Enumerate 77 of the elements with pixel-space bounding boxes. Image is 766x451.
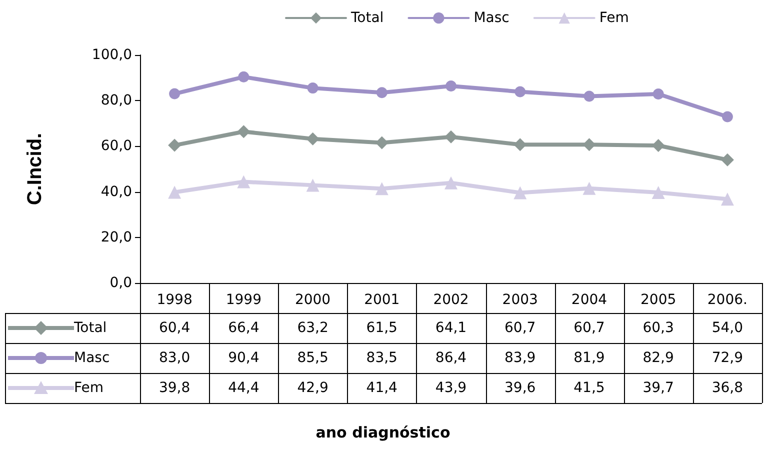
point — [168, 138, 182, 152]
y-tick-label: 40,0 — [100, 184, 132, 200]
data-label: 85,5 — [296, 349, 330, 368]
point — [169, 88, 180, 100]
data-label: 54,0 — [710, 319, 744, 338]
point — [582, 138, 596, 152]
data-label: 39,7 — [642, 379, 675, 398]
y-tick-label: 100,0 — [92, 47, 132, 63]
point — [375, 182, 388, 196]
data-label: 83,9 — [504, 349, 537, 368]
data-label: 72,9 — [710, 349, 744, 368]
point — [514, 186, 527, 200]
y-axis-title: C.Incid. — [24, 132, 46, 206]
x-tick-label: 2002 — [433, 292, 469, 308]
legend-label: Fem — [599, 10, 629, 26]
x-tick-label: 2005 — [640, 292, 676, 308]
data-label: 81,9 — [572, 349, 606, 368]
x-tick-label: 2006. — [707, 292, 748, 308]
point — [444, 176, 458, 190]
point — [720, 192, 734, 206]
y-tick-label: 0,0 — [110, 275, 132, 291]
point — [444, 130, 458, 144]
data-label: 44,4 — [227, 379, 260, 398]
x-tick-label: 2004 — [571, 292, 608, 308]
y-tick-label: 80,0 — [100, 92, 132, 109]
point — [514, 86, 526, 98]
data-label: 63,2 — [296, 319, 330, 338]
point — [720, 153, 734, 166]
y-tick-label: 20,0 — [100, 229, 132, 246]
data-label: 60,4 — [158, 319, 192, 338]
point — [652, 139, 665, 152]
point — [652, 88, 664, 100]
point — [582, 182, 596, 195]
point — [238, 71, 250, 82]
point — [584, 90, 595, 102]
point — [446, 80, 456, 92]
data-label: 86,4 — [434, 349, 468, 368]
point — [306, 178, 320, 192]
x-tick-label: 1999 — [226, 292, 262, 308]
data-label: 64,1 — [434, 319, 468, 338]
data-label: 82,9 — [642, 349, 675, 368]
point — [652, 186, 665, 199]
data-label: 42,9 — [296, 379, 330, 398]
legend-label: Total — [350, 10, 384, 26]
data-label: 66,4 — [227, 319, 260, 338]
point — [514, 138, 527, 152]
data-label: 39,8 — [158, 379, 192, 398]
point — [306, 132, 320, 146]
text: Fem — [74, 380, 104, 396]
legend-label: Masc — [474, 10, 510, 26]
text: Masc — [74, 350, 110, 366]
x-tick-label: 2000 — [294, 292, 331, 308]
point — [237, 125, 250, 138]
text: ano diagnóstico — [316, 424, 450, 442]
data-label: 61,5 — [365, 319, 398, 338]
data-label: 39,6 — [504, 379, 537, 398]
point — [375, 136, 388, 150]
point — [237, 175, 250, 188]
data-label: 83,0 — [158, 349, 192, 368]
data-label: 60,3 — [642, 319, 675, 338]
data-label: 90,4 — [227, 349, 260, 368]
y-tick-label: 60,0 — [100, 138, 132, 154]
point — [168, 186, 182, 199]
data-label: 41,4 — [365, 379, 398, 398]
point — [307, 82, 318, 94]
data-label: 60,7 — [504, 319, 537, 338]
point — [376, 87, 388, 98]
data-label: 60,7 — [572, 319, 606, 338]
x-tick-label: 2003 — [502, 292, 538, 308]
data-label: 36,8 — [710, 379, 744, 398]
x-tick-label: 1998 — [156, 292, 192, 308]
text: Total — [74, 320, 107, 336]
data-label: 41,5 — [572, 379, 606, 398]
x-tick-label: 2001 — [364, 292, 400, 308]
point — [722, 111, 733, 122]
data-label: 43,9 — [434, 379, 468, 398]
data-label: 83,5 — [365, 349, 398, 368]
